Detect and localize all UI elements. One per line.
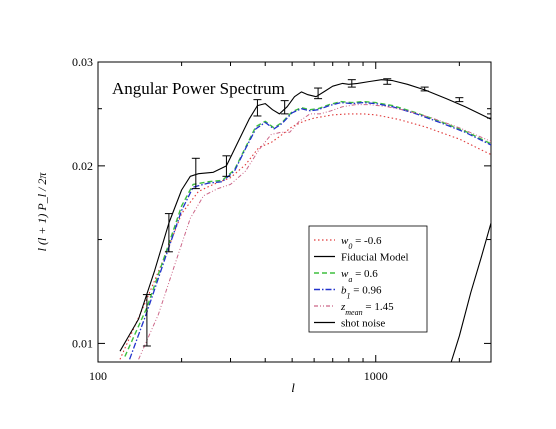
series-line-1 bbox=[119, 79, 491, 352]
legend-label-0: w0 = -0.6 bbox=[341, 235, 382, 251]
series-line-5 bbox=[450, 222, 491, 362]
y-tick-label: 0.01 bbox=[72, 336, 93, 350]
series-line-2 bbox=[124, 100, 491, 357]
series-lines bbox=[119, 79, 491, 362]
plot-frame bbox=[97, 61, 492, 363]
legend-label-4: zmean = 1.45 bbox=[340, 301, 394, 317]
chart-title: Angular Power Spectrum bbox=[112, 79, 285, 98]
x-tick-label: 1000 bbox=[364, 369, 388, 383]
series-line-0 bbox=[119, 113, 491, 360]
legend-label-2: wa = 0.6 bbox=[341, 268, 378, 284]
series-line-4 bbox=[138, 104, 491, 360]
error-bars bbox=[142, 78, 491, 347]
y-axis-label: l (l + 1) P_l / 2π bbox=[35, 172, 49, 252]
x-tick-label: 100 bbox=[89, 369, 107, 383]
y-tick-label: 0.02 bbox=[72, 159, 93, 173]
axis-ticks: 100 1000 0.01 0.02 0.03 bbox=[72, 55, 491, 383]
x-axis-label: l bbox=[291, 380, 295, 395]
legend-label-5: shot noise bbox=[341, 318, 385, 330]
legend-box bbox=[308, 225, 428, 333]
legend-label-1: Fiducial Model bbox=[341, 252, 409, 264]
series-line-3 bbox=[128, 101, 491, 360]
legend-label-3: b1 = 0.96 bbox=[341, 285, 382, 301]
y-tick-label: 0.03 bbox=[72, 55, 93, 69]
